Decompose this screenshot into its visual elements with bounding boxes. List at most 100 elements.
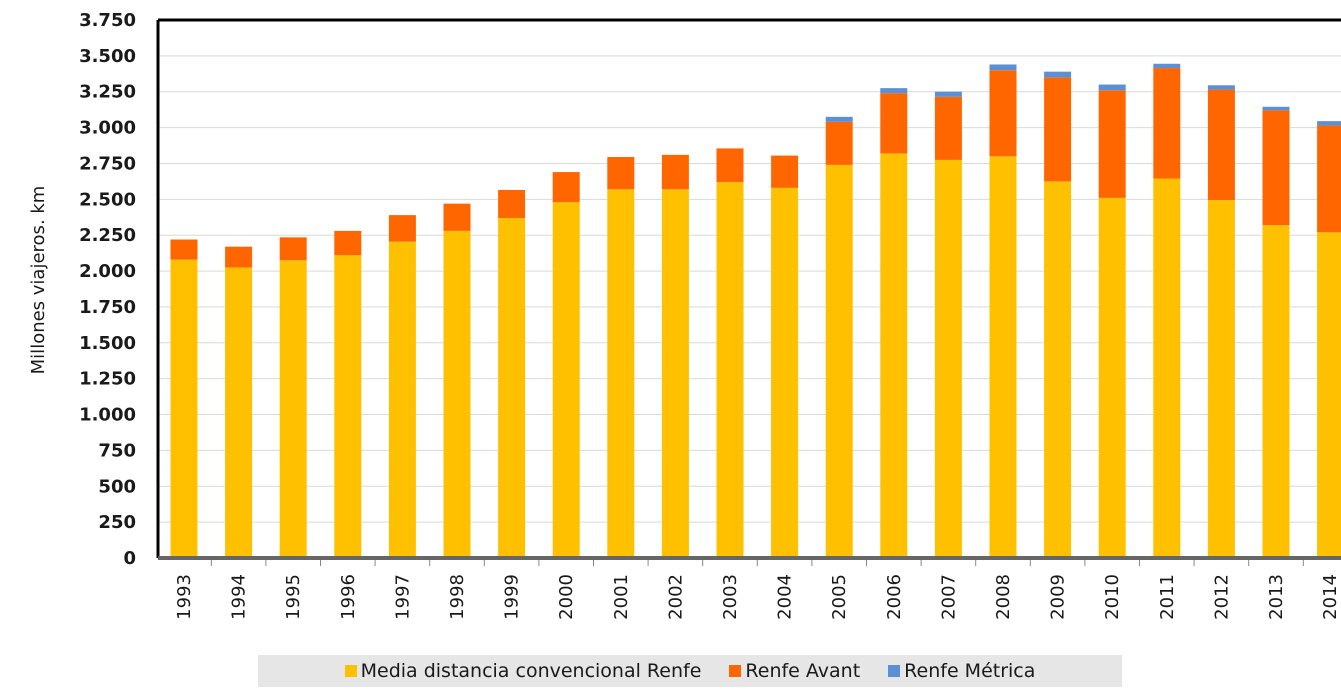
y-tick-label: 250 bbox=[98, 512, 136, 533]
bar-segment bbox=[279, 260, 307, 558]
bar-segment bbox=[607, 189, 635, 559]
x-tick-label: 2013 bbox=[1266, 574, 1287, 620]
x-tick-label: 2004 bbox=[775, 574, 796, 620]
x-tick-label: 2006 bbox=[884, 574, 905, 620]
legend-label: Media distancia convencional Renfe bbox=[360, 660, 702, 682]
bar-segment bbox=[498, 190, 526, 218]
x-tick-label: 1995 bbox=[283, 574, 304, 620]
x-tick-label: 2001 bbox=[611, 574, 632, 620]
bar-segment bbox=[880, 93, 908, 154]
bar-segment bbox=[1153, 68, 1181, 179]
bar-segment bbox=[1153, 63, 1181, 69]
legend-swatch bbox=[888, 665, 901, 677]
bar-segment bbox=[443, 203, 471, 231]
y-tick-label: 2.500 bbox=[79, 189, 136, 210]
bar-segment bbox=[880, 88, 908, 94]
x-tick-label: 2007 bbox=[938, 574, 959, 620]
bar-segment bbox=[1262, 106, 1290, 111]
y-tick-label: 2.750 bbox=[79, 153, 136, 174]
x-tick-label: 2014 bbox=[1320, 574, 1341, 620]
y-tick-label: 1.750 bbox=[79, 297, 136, 318]
bar-segment bbox=[880, 153, 908, 558]
y-axis-ticks: 0 250 500 750 1.000 1.250 1.500 1.750 2.000 2.250… bbox=[79, 10, 136, 569]
bar-segment bbox=[443, 230, 471, 558]
x-tick-label: 2005 bbox=[829, 574, 850, 620]
x-tick-label: 1999 bbox=[502, 574, 523, 620]
x-tick-label: 2000 bbox=[556, 574, 577, 620]
bar-segment bbox=[716, 148, 744, 183]
bar-segment bbox=[1044, 181, 1072, 558]
bar-segment bbox=[934, 91, 962, 97]
bar-segment bbox=[225, 246, 253, 268]
x-tick-label: 2009 bbox=[1048, 574, 1069, 620]
y-tick-label: 3.250 bbox=[79, 82, 136, 103]
y-tick-label: 1.000 bbox=[79, 405, 136, 426]
legend-item: Renfe Avant bbox=[729, 660, 860, 682]
bar-segment bbox=[170, 259, 198, 558]
bar-segment bbox=[334, 255, 362, 558]
x-axis-ticks: 1993 1994 1995 1996 1997 1998 1999 2000 2001 2002… bbox=[174, 558, 1341, 620]
bar-segment bbox=[552, 172, 580, 203]
bar-segment bbox=[989, 64, 1017, 71]
legend-label: Renfe Métrica bbox=[904, 660, 1036, 682]
y-tick-label: 3.000 bbox=[79, 118, 136, 139]
legend-swatch bbox=[729, 665, 742, 677]
legend-item: Media distancia convencional Renfe bbox=[344, 660, 702, 682]
bar-segment bbox=[1044, 71, 1072, 78]
bar-segment bbox=[1044, 77, 1072, 182]
y-tick-label: 1.500 bbox=[79, 333, 136, 354]
bar-segment bbox=[1207, 89, 1235, 201]
legend-item: Renfe Métrica bbox=[888, 660, 1035, 682]
bar-segment bbox=[825, 164, 853, 558]
bar-segment bbox=[388, 241, 416, 558]
y-tick-label: 2.250 bbox=[79, 225, 136, 246]
bar-segment bbox=[989, 70, 1017, 157]
bar-segment bbox=[1098, 84, 1126, 91]
x-tick-label: 2008 bbox=[993, 574, 1014, 620]
bar-segment bbox=[1317, 121, 1341, 126]
bar-segment bbox=[771, 155, 799, 188]
bar-segment bbox=[1098, 90, 1126, 198]
x-tick-label: 1996 bbox=[338, 574, 359, 620]
legend-swatch bbox=[344, 665, 357, 677]
bar-segment bbox=[607, 157, 635, 190]
bar-segment bbox=[825, 116, 853, 122]
bar-segment bbox=[716, 182, 744, 558]
bar-segment bbox=[225, 267, 253, 558]
bar-segment bbox=[1098, 197, 1126, 558]
y-tick-label: 3.750 bbox=[79, 10, 136, 31]
y-axis-label: Millones viajeros. km bbox=[28, 186, 49, 375]
bar-segment bbox=[1317, 125, 1341, 233]
bar-segment bbox=[1207, 85, 1235, 90]
bar-segment bbox=[825, 121, 853, 165]
bar-segment bbox=[1317, 232, 1341, 558]
y-tick-label: 0 bbox=[123, 548, 136, 569]
bar-segment bbox=[1262, 110, 1290, 226]
x-tick-label: 2011 bbox=[1157, 574, 1178, 620]
bar-segment bbox=[279, 237, 307, 261]
bar-segment bbox=[661, 189, 689, 559]
bar-segment bbox=[934, 159, 962, 558]
x-tick-label: 2003 bbox=[720, 574, 741, 620]
bar-segment bbox=[1262, 225, 1290, 558]
x-tick-label: 2010 bbox=[1102, 574, 1123, 620]
y-tick-label: 3.500 bbox=[79, 46, 136, 67]
x-tick-label: 1994 bbox=[229, 574, 250, 620]
bar-segment bbox=[498, 217, 526, 558]
legend-label: Renfe Avant bbox=[745, 660, 861, 682]
x-tick-label: 2002 bbox=[665, 574, 686, 620]
x-tick-label: 1997 bbox=[392, 574, 413, 620]
y-tick-label: 500 bbox=[98, 476, 136, 497]
bar-segment bbox=[1207, 200, 1235, 558]
bar-segment bbox=[388, 215, 416, 242]
bar-segment bbox=[989, 156, 1017, 558]
y-tick-label: 2.000 bbox=[79, 261, 136, 282]
bar-segment bbox=[552, 202, 580, 558]
y-tick-label: 1.250 bbox=[79, 369, 136, 390]
y-tick-label: 750 bbox=[98, 440, 136, 461]
legend: Media distancia convencional Renfe Renfe … bbox=[258, 655, 1122, 687]
bar-segment bbox=[1153, 178, 1181, 558]
bar-segment bbox=[661, 154, 689, 190]
bar-segment bbox=[771, 187, 799, 558]
